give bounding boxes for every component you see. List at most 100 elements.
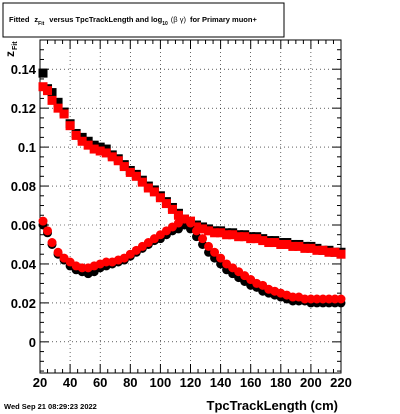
data-point-square xyxy=(252,234,262,244)
data-point-square xyxy=(167,204,177,214)
data-point-square xyxy=(336,249,346,259)
x-tick-label: 120 xyxy=(180,375,202,390)
series-3 xyxy=(38,214,346,304)
data-point-square xyxy=(198,224,208,234)
data-point-circle xyxy=(204,241,214,251)
data-point-square xyxy=(300,243,310,253)
data-point-circle xyxy=(53,247,63,257)
data-point-square xyxy=(59,109,69,119)
data-point-square xyxy=(77,136,87,146)
x-tick-label: 60 xyxy=(93,375,107,390)
x-tick-label: 40 xyxy=(63,375,77,390)
title-box xyxy=(2,2,285,38)
data-point-square xyxy=(264,238,274,248)
data-point-square xyxy=(119,162,129,172)
data-point-square xyxy=(89,144,99,154)
data-point-square xyxy=(282,239,292,249)
data-point-square xyxy=(47,95,57,105)
x-tick-label: 200 xyxy=(300,375,322,390)
y-axis-label-main: z xyxy=(3,51,17,57)
data-point-square xyxy=(204,226,214,236)
data-point-square xyxy=(222,230,232,240)
data-point-square xyxy=(276,239,286,249)
data-point-square xyxy=(324,247,334,257)
data-point-square xyxy=(113,156,123,166)
data-point-circle xyxy=(216,253,226,263)
data-point-square xyxy=(71,130,81,140)
x-axis-label: TpcTrackLength (cm) xyxy=(207,398,338,413)
data-point-circle xyxy=(192,226,202,236)
data-point-circle xyxy=(43,226,53,236)
y-tick-label: 0.08 xyxy=(11,179,36,194)
x-tick-label: 100 xyxy=(150,375,172,390)
data-point-square xyxy=(38,82,48,92)
tick-labels: 20 40 60 80 100 120 140 160 180 200 220 0 0.02 0.04 0.… xyxy=(11,62,352,390)
data-point-circle xyxy=(186,218,195,228)
chart-title: Fitted zFit versus TpcTrackLength and log1… xyxy=(9,15,257,27)
data-point-square xyxy=(107,152,117,162)
data-point-circle xyxy=(47,238,57,248)
data-point-square xyxy=(312,245,322,255)
plot-frame xyxy=(39,39,342,374)
y-axis-label-sub: Fit xyxy=(12,41,19,50)
data-point-square xyxy=(246,234,256,244)
data-point-square xyxy=(288,241,298,251)
data-point-square xyxy=(101,148,111,158)
data-point-square xyxy=(161,199,171,209)
data-point-square xyxy=(43,86,53,96)
data-point-square xyxy=(234,232,244,242)
title-var: z xyxy=(34,15,38,24)
title-log-sub: 10 xyxy=(162,21,168,27)
data-point-square xyxy=(318,245,328,255)
y-tick-label: 0.02 xyxy=(11,296,36,311)
title-middle: versus TpcTrackLength and log xyxy=(49,15,162,24)
timestamp: Wed Sep 21 08:29:23 2022 xyxy=(4,402,97,411)
data-point-circle xyxy=(210,247,220,257)
data-point-square xyxy=(53,97,63,107)
x-tick-label: 180 xyxy=(270,375,292,390)
data-point-square xyxy=(47,88,57,98)
y-tick-label: 0.14 xyxy=(11,62,37,77)
data-point-square xyxy=(216,228,226,238)
data-point-square xyxy=(228,230,238,240)
data-point-circle xyxy=(336,294,346,304)
data-point-square xyxy=(306,243,316,253)
x-tick-label: 220 xyxy=(330,375,352,390)
data-point-square xyxy=(258,236,268,246)
data-point-square xyxy=(155,193,165,203)
data-point-square xyxy=(149,187,159,197)
data-point-square xyxy=(125,167,135,177)
data-point-square xyxy=(83,140,93,150)
x-tick-label: 160 xyxy=(240,375,262,390)
data-point-square xyxy=(131,171,141,181)
x-tick-label: 80 xyxy=(123,375,137,390)
title-var-sub: Fit xyxy=(38,21,44,27)
x-tick-label: 140 xyxy=(210,375,232,390)
data-point-square xyxy=(137,177,147,187)
y-tick-label: 0.12 xyxy=(11,101,36,116)
data-point-circle xyxy=(38,216,48,226)
title-suffix: for Primary muon+ xyxy=(190,15,258,24)
y-tick-label: 0.1 xyxy=(18,140,36,155)
data-point-square xyxy=(65,121,75,131)
data-point-square xyxy=(173,210,183,220)
y-tick-label: 0.06 xyxy=(11,218,36,233)
y-axis-label: zFit xyxy=(3,41,19,57)
y-tick-label: 0.04 xyxy=(11,257,37,272)
data-point-square xyxy=(210,228,220,238)
data-series xyxy=(38,68,346,308)
data-point-square xyxy=(143,183,153,193)
data-point-square xyxy=(330,247,340,257)
data-point-square xyxy=(38,68,48,78)
data-point-square xyxy=(294,241,304,251)
title-beta-gamma: (β γ) xyxy=(171,15,187,24)
data-point-square xyxy=(240,232,250,242)
data-point-square xyxy=(270,238,280,248)
data-point-square xyxy=(95,146,105,156)
x-tick-label: 20 xyxy=(33,375,47,390)
data-point-circle xyxy=(198,234,208,244)
data-point-square xyxy=(53,103,63,113)
title-prefix: Fitted xyxy=(9,15,30,24)
y-tick-label: 0 xyxy=(29,335,36,350)
